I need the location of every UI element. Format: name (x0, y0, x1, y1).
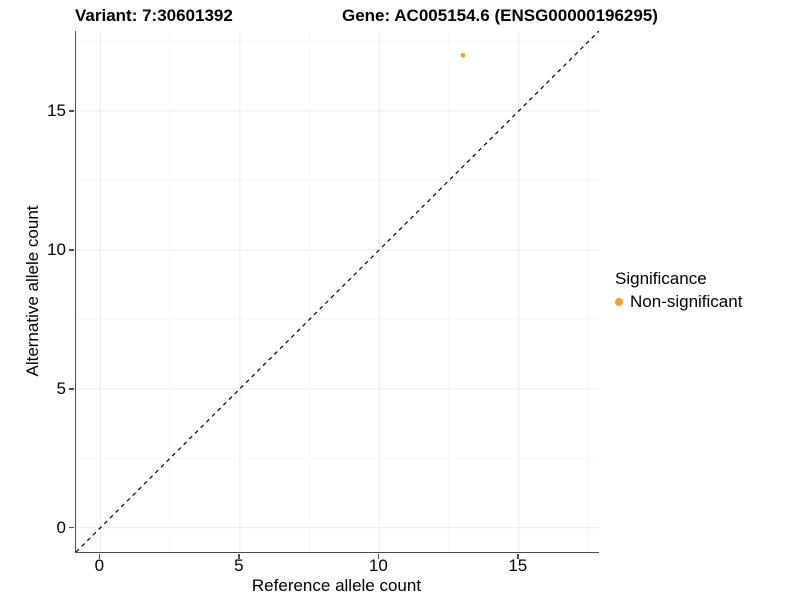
x-tick-mark (377, 553, 380, 559)
plot-panel (75, 31, 599, 553)
plot-canvas (76, 31, 599, 552)
x-tick-label: 15 (508, 556, 528, 575)
y-tick-label: 0 (56, 517, 66, 537)
plot-title-gene: Gene: AC005154.6 (ENSG00000196295) (342, 6, 658, 25)
x-tick-mark (238, 553, 240, 559)
y-tick-mark (68, 388, 74, 390)
legend-marker-circle-icon (615, 298, 623, 306)
y-axis-title: Alternative allele count (23, 205, 42, 377)
plot-title-variant: Variant: 7:30601392 (75, 6, 233, 25)
x-tick-label: 0 (94, 556, 105, 575)
x-tick-mark (98, 553, 101, 559)
y-tick-label: 5 (56, 378, 66, 398)
data-point (460, 52, 466, 58)
x-tick-mark (517, 553, 519, 559)
legend: Significance Non-significant (615, 269, 742, 312)
x-tick-label: 10 (368, 556, 388, 575)
legend-item-label: Non-significant (630, 292, 743, 311)
legend-item-non-significant: Non-significant (615, 292, 742, 312)
identity-dashed-line (76, 31, 599, 552)
legend-title: Significance (615, 269, 707, 288)
x-axis-title: Reference allele count (251, 576, 422, 595)
y-tick-mark (68, 526, 74, 529)
y-tick-mark (68, 110, 74, 112)
x-tick-label: 5 (234, 556, 244, 575)
y-tick-label: 15 (47, 100, 66, 120)
y-tick-mark (68, 249, 74, 251)
